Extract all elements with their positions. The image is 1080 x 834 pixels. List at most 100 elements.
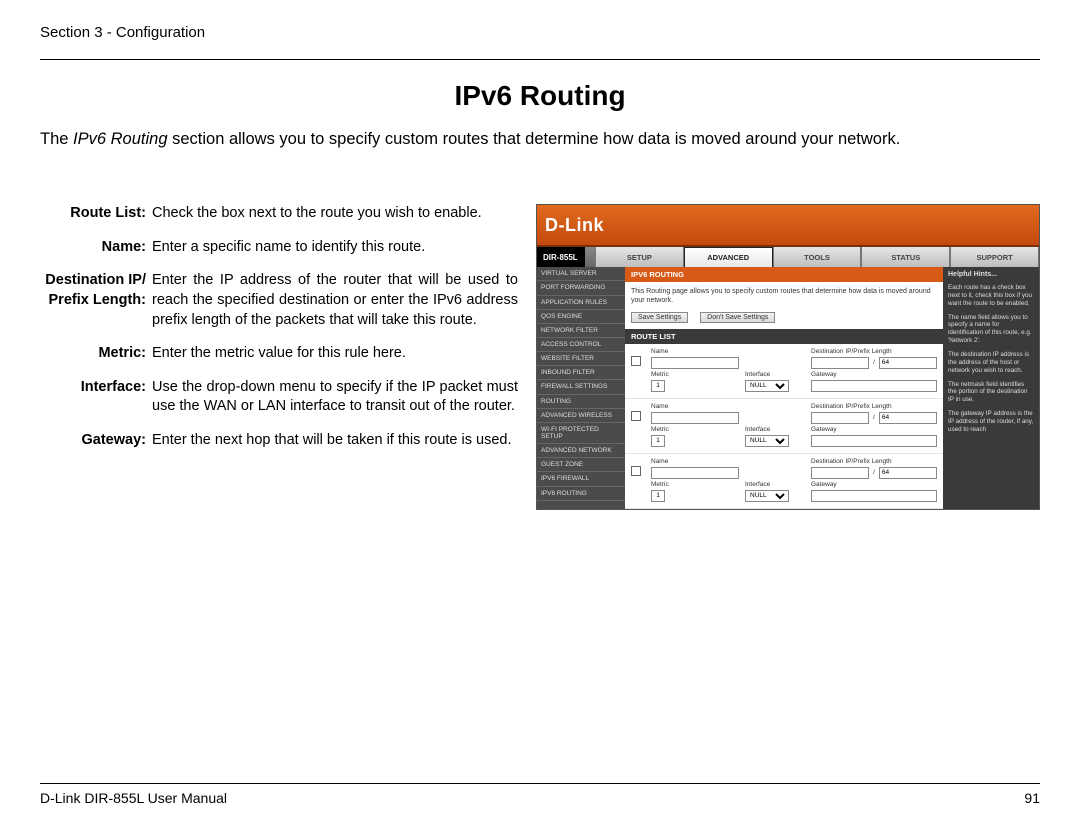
gateway-input[interactable] bbox=[811, 490, 937, 502]
sidebar-item[interactable]: APPLICATION RULES bbox=[537, 296, 625, 310]
sidebar-item[interactable]: FIREWALL SETTINGS bbox=[537, 380, 625, 394]
def-destination: Destination IP/ Prefix Length: Enter the… bbox=[40, 271, 518, 330]
sidebar-item[interactable]: ROUTING bbox=[537, 395, 625, 409]
prefix-slash: / bbox=[873, 414, 875, 421]
sidebar-item[interactable]: WEBSITE FILTER bbox=[537, 352, 625, 366]
interface-select[interactable]: NULL bbox=[745, 490, 789, 502]
sidebar-item[interactable]: INBOUND FILTER bbox=[537, 366, 625, 380]
destination-input[interactable] bbox=[811, 412, 869, 424]
route-enable-checkbox[interactable] bbox=[631, 466, 641, 476]
hints-panel: Helpful Hints... Each route has a check … bbox=[943, 267, 1039, 509]
save-button[interactable]: Save Settings bbox=[631, 312, 688, 323]
footer-left: D-Link DIR-855L User Manual bbox=[40, 790, 227, 806]
label-name: Name bbox=[651, 348, 739, 355]
sidebar-item[interactable]: QOS ENGINE bbox=[537, 310, 625, 324]
tab-setup[interactable]: SETUP bbox=[595, 247, 684, 267]
sidebar-item[interactable]: ADVANCED NETWORK bbox=[537, 444, 625, 458]
sidebar-item[interactable]: NETWORK FILTER bbox=[537, 324, 625, 338]
label-gateway: Gateway bbox=[811, 426, 937, 433]
route-row: Name Destination IP/Prefix Length / bbox=[625, 399, 943, 454]
interface-select[interactable]: NULL bbox=[745, 435, 789, 447]
tab-advanced[interactable]: ADVANCED bbox=[684, 247, 773, 267]
route-row: Name Destination IP/Prefix Length / bbox=[625, 344, 943, 399]
hint-text: The netmask field identifies the portion… bbox=[948, 381, 1034, 405]
def-desc: Use the drop-down menu to specify if the… bbox=[152, 378, 518, 417]
tabs-row: DIR-855L SETUP ADVANCED TOOLS STATUS SUP… bbox=[537, 247, 1039, 267]
def-term: Interface: bbox=[40, 378, 152, 417]
dont-save-button[interactable]: Don't Save Settings bbox=[700, 312, 775, 323]
def-term: Route List: bbox=[40, 204, 152, 224]
route-enable-checkbox[interactable] bbox=[631, 356, 641, 366]
label-name: Name bbox=[651, 403, 739, 410]
sidebar-item[interactable]: ACCESS CONTROL bbox=[537, 338, 625, 352]
sidebar-item[interactable]: ADVANCED WIRELESS bbox=[537, 409, 625, 423]
interface-select[interactable]: NULL bbox=[745, 380, 789, 392]
name-input[interactable] bbox=[651, 467, 739, 479]
definition-list: Route List: Check the box next to the ro… bbox=[40, 204, 518, 510]
gateway-input[interactable] bbox=[811, 380, 937, 392]
label-metric: Metric bbox=[651, 426, 739, 433]
def-route-list: Route List: Check the box next to the ro… bbox=[40, 204, 518, 224]
intro-paragraph: The IPv6 Routing section allows you to s… bbox=[40, 128, 1040, 150]
gateway-input[interactable] bbox=[811, 435, 937, 447]
def-desc: Enter the next hop that will be taken if… bbox=[152, 431, 518, 451]
page-title: IPv6 Routing bbox=[40, 80, 1040, 112]
intro-italic: IPv6 Routing bbox=[73, 130, 167, 148]
tab-support[interactable]: SUPPORT bbox=[950, 247, 1039, 267]
sidebar-item[interactable]: PORT FORWARDING bbox=[537, 281, 625, 295]
route-enable-checkbox[interactable] bbox=[631, 411, 641, 421]
destination-input[interactable] bbox=[811, 467, 869, 479]
def-desc: Enter the metric value for this rule her… bbox=[152, 344, 518, 364]
intro-rest: section allows you to specify custom rou… bbox=[168, 130, 901, 148]
prefix-input[interactable] bbox=[879, 467, 937, 479]
def-desc: Enter the IP address of the router that … bbox=[152, 271, 518, 330]
label-interface: Interface bbox=[745, 481, 805, 488]
def-metric: Metric: Enter the metric value for this … bbox=[40, 344, 518, 364]
prefix-slash: / bbox=[873, 359, 875, 366]
label-destination: Destination IP/Prefix Length bbox=[811, 403, 937, 410]
footer-page: 91 bbox=[1024, 790, 1040, 806]
def-term: Metric: bbox=[40, 344, 152, 364]
destination-input[interactable] bbox=[811, 357, 869, 369]
route-row: Name Destination IP/Prefix Length / bbox=[625, 454, 943, 509]
name-input[interactable] bbox=[651, 412, 739, 424]
sidebar-item[interactable]: VIRTUAL SERVER bbox=[537, 267, 625, 281]
hint-text: The destination IP address is the addres… bbox=[948, 351, 1034, 375]
section-band-routelist: ROUTE LIST bbox=[625, 329, 943, 344]
prefix-slash: / bbox=[873, 469, 875, 476]
name-input[interactable] bbox=[651, 357, 739, 369]
label-metric: Metric bbox=[651, 371, 739, 378]
label-destination: Destination IP/Prefix Length bbox=[811, 348, 937, 355]
header-rule bbox=[40, 59, 1040, 60]
label-interface: Interface bbox=[745, 426, 805, 433]
tab-status[interactable]: STATUS bbox=[861, 247, 950, 267]
label-metric: Metric bbox=[651, 481, 739, 488]
def-desc: Check the box next to the route you wish… bbox=[152, 204, 518, 224]
metric-input[interactable] bbox=[651, 435, 665, 447]
prefix-input[interactable] bbox=[879, 412, 937, 424]
hint-text: Each route has a check box next to it, c… bbox=[948, 284, 1034, 308]
router-screenshot: D-Link DIR-855L SETUP ADVANCED TOOLS STA… bbox=[536, 204, 1040, 510]
def-name: Name: Enter a specific name to identify … bbox=[40, 238, 518, 258]
tab-spacer bbox=[585, 247, 595, 267]
section-header: Section 3 - Configuration bbox=[40, 24, 1040, 45]
hint-text: The name field allows you to specify a n… bbox=[948, 314, 1034, 345]
sidebar-item[interactable]: WI-FI PROTECTED SETUP bbox=[537, 423, 625, 444]
brand-logo: D-Link bbox=[545, 215, 604, 236]
page-footer: D-Link DIR-855L User Manual 91 bbox=[40, 783, 1040, 806]
label-destination: Destination IP/Prefix Length bbox=[811, 458, 937, 465]
sidebar-item[interactable]: GUEST ZONE bbox=[537, 458, 625, 472]
metric-input[interactable] bbox=[651, 490, 665, 502]
metric-input[interactable] bbox=[651, 380, 665, 392]
intro-prefix: The bbox=[40, 130, 73, 148]
brand-bar: D-Link bbox=[537, 205, 1039, 247]
sidebar-item[interactable]: IPV6 FIREWALL bbox=[537, 472, 625, 486]
label-gateway: Gateway bbox=[811, 371, 937, 378]
sidebar-item[interactable]: IPV6 ROUTING bbox=[537, 487, 625, 501]
label-gateway: Gateway bbox=[811, 481, 937, 488]
prefix-input[interactable] bbox=[879, 357, 937, 369]
def-term: Name: bbox=[40, 238, 152, 258]
def-term: Gateway: bbox=[40, 431, 152, 451]
main-column: IPV6 ROUTING This Routing page allows yo… bbox=[625, 267, 943, 509]
tab-tools[interactable]: TOOLS bbox=[773, 247, 862, 267]
